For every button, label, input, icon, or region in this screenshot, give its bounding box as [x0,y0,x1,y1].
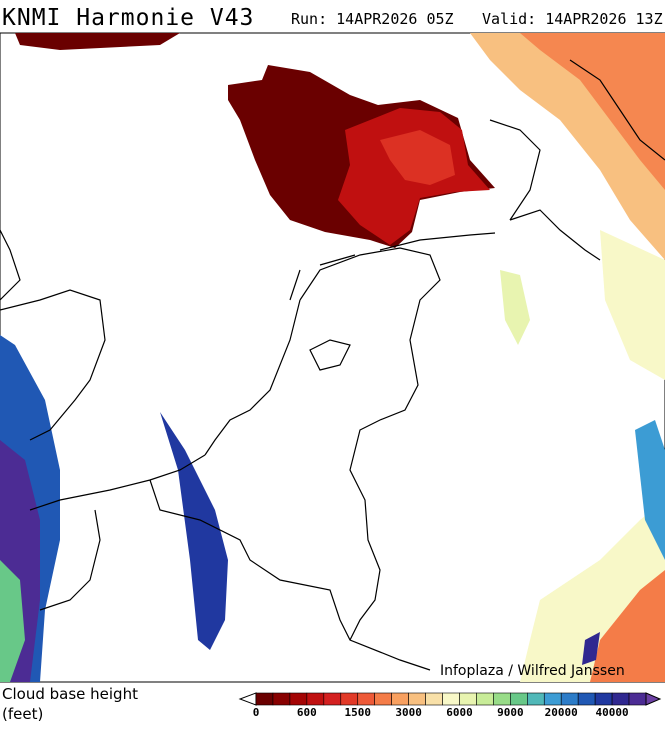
colorbar-arrow [645,692,662,706]
colorbar: 0 600 1500 3000 6000 9000 20000 40000 [238,692,662,719]
title: KNMI Harmonie V43 [2,5,254,31]
legend-unit: (feet) [2,705,43,723]
colorbar-swatch [628,692,647,706]
colorbar-swatch [425,692,443,706]
colorbar-swatch [289,692,308,706]
colorbar-swatch [340,692,359,706]
colorbar-swatch [357,692,375,706]
colorbar-arrow [238,692,257,706]
colorbar-swatch [272,692,291,706]
colorbar-swatch [611,692,630,706]
run-time: Run: 14APR2026 05Z [291,10,454,28]
colorbar-swatch [594,692,613,706]
colorbar-swatch [527,692,545,706]
colorbar-label: 9000 [497,706,524,719]
colorbar-swatch [476,692,494,706]
colorbar-swatch [577,692,596,706]
valid-time: Valid: 14APR2026 13Z [482,10,663,28]
colorbar-swatch [408,692,426,706]
colorbar-swatch [391,692,409,706]
colorbar-swatch [560,692,579,706]
credit: Infoplaza / Wilfred Janssen [440,663,625,679]
colorbar-swatch [255,692,274,706]
colorbar-label: 20000 [545,706,578,719]
legend-title: Cloud base height [2,685,138,703]
colorbar-label: 6000 [446,706,473,719]
colorbar-label: 1500 [344,706,371,719]
colorbar-label: 40000 [596,706,629,719]
colorbar-label: 0 [253,706,260,719]
colorbar-swatch [459,692,477,706]
colorbar-swatch [306,692,325,706]
colorbar-swatch [374,692,392,706]
colorbar-swatch [543,692,562,706]
colorbar-label: 600 [297,706,317,719]
colorbar-swatch [442,692,460,706]
colorbar-swatch [323,692,342,706]
colorbar-swatch [493,692,511,706]
colorbar-swatch [510,692,528,706]
map: Infoplaza / Wilfred Janssen [0,32,665,683]
colorbar-label: 3000 [395,706,422,719]
